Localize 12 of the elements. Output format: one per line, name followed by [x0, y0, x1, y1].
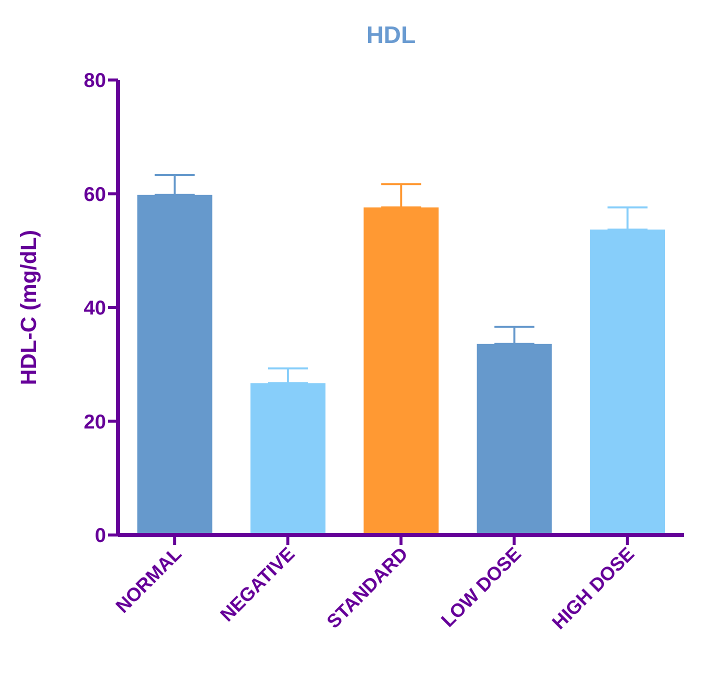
- y-tick-label: 0: [94, 525, 106, 548]
- y-tick-label: 60: [84, 184, 106, 206]
- bar: [590, 230, 666, 535]
- bar: [137, 194, 212, 535]
- y-axis-title: HDL-C (mg/dL): [16, 230, 41, 386]
- y-tick-label: 20: [84, 411, 106, 434]
- bar: [364, 207, 439, 535]
- bar: [250, 383, 326, 535]
- bar: [476, 344, 552, 535]
- y-tick-label: 40: [84, 298, 106, 320]
- y-tick-label: 80: [84, 70, 106, 92]
- chart-title: HDL: [365, 22, 417, 50]
